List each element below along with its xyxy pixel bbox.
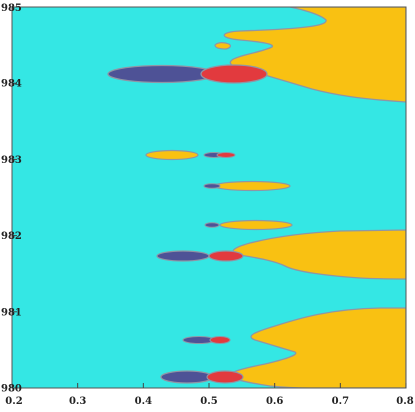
region-blue-982a [204,222,220,228]
region-blue-984 [107,64,217,84]
region-orange-mid [232,229,406,280]
region-red-984 [200,64,268,84]
x-tick-label: 0.2 [5,396,22,407]
region-red-980a [206,370,244,384]
x-tick-label: 0.3 [69,396,86,407]
region-blue-982b [203,183,221,189]
x-tick-label: 0.8 [396,396,413,407]
x-tick-label: 0.4 [135,396,152,407]
region-orange-982b [213,180,291,192]
region-red-983a [216,152,236,158]
axes: 0.2 0.3 0.4 0.5 0.6 0.7 0.8 980 981 982 983 984 985 [1,3,414,407]
region-red-980b [209,335,231,345]
region-orange-983a [145,149,199,161]
y-tick-label: 980 [1,384,22,395]
region-blue-980a [160,370,214,384]
y-tick-label: 982 [1,231,22,242]
y-tick-label: 983 [1,155,22,166]
x-tick-label: 0.6 [266,396,283,407]
y-tick-label: 985 [1,3,22,14]
region-red-981b [208,250,244,262]
x-tick-label: 0.5 [200,396,217,407]
y-tick-label: 984 [1,79,22,90]
region-orange-top [223,7,406,103]
region-layer [107,7,406,388]
region-blue-981b [156,250,210,262]
region-orange-bottom [229,307,406,388]
region-orange-top-lobe [214,42,232,50]
region-orange-982a [219,219,293,231]
y-tick-label: 981 [1,307,22,318]
x-tick-label: 0.7 [332,396,349,407]
